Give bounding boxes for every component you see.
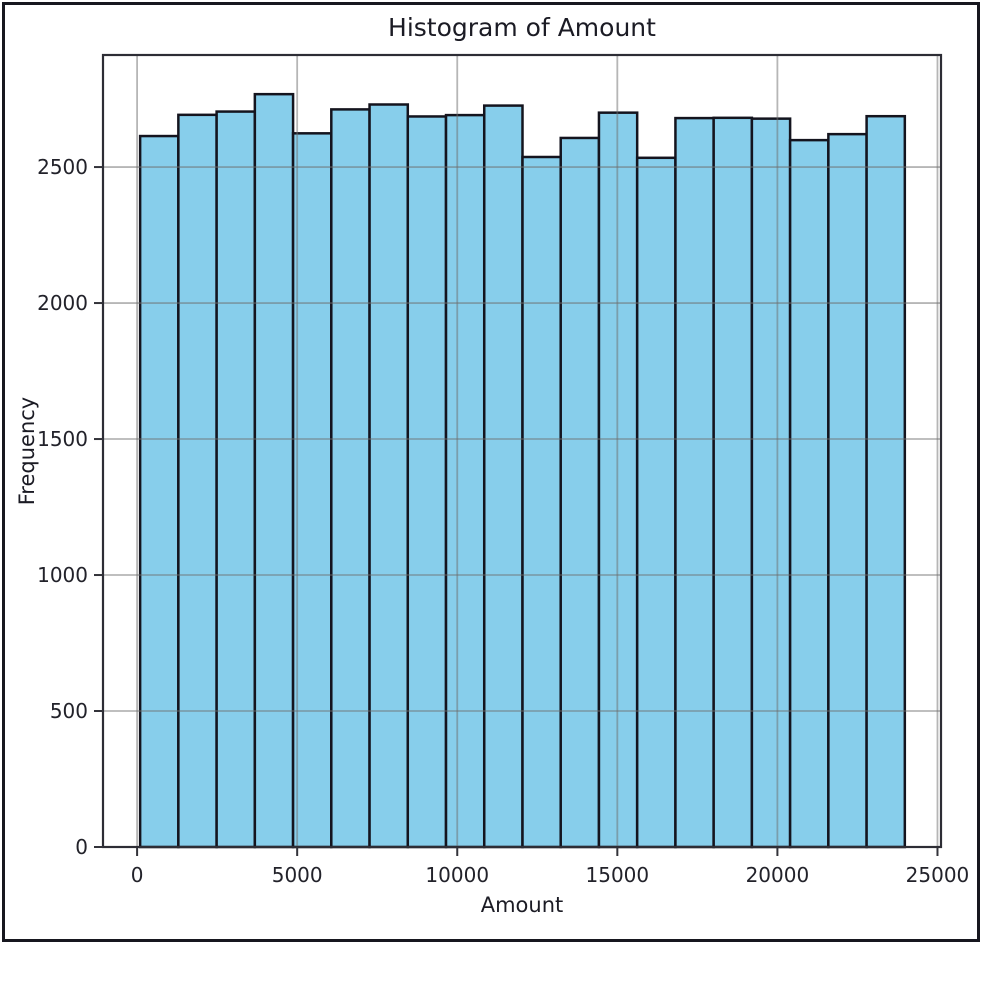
y-tick-label: 500 (50, 699, 88, 723)
y-axis-label: Frequency (15, 396, 39, 506)
y-tick-label: 1000 (37, 563, 88, 587)
histogram-bar (712, 116, 754, 849)
histogram-bar (368, 103, 410, 849)
histogram-bar (406, 115, 448, 849)
histogram-bar (865, 114, 907, 849)
histogram-bar (827, 132, 868, 849)
histogram-bar (253, 92, 295, 849)
histogram-bar (635, 156, 677, 849)
x-tick-label: 20000 (746, 863, 810, 887)
histogram-bar (444, 113, 486, 849)
histogram-bar (559, 136, 601, 849)
histogram-bar (788, 138, 830, 849)
histogram-bar (177, 113, 218, 849)
histogram-bar (291, 132, 333, 849)
x-tick-label: 15000 (586, 863, 650, 887)
x-tick-label: 25000 (906, 863, 970, 887)
x-axis-label: Amount (480, 893, 564, 917)
x-tick-label: 0 (131, 863, 144, 887)
histogram-bar (330, 108, 371, 849)
histogram-bar (215, 110, 257, 849)
page-title: Histogram of Amount (388, 13, 656, 42)
histogram-bar (674, 116, 715, 849)
histogram-bar (750, 117, 792, 849)
y-tick-label: 1500 (37, 427, 88, 451)
y-tick-label: 2000 (37, 291, 88, 315)
plot-area-border (101, 53, 943, 849)
histogram-bar (482, 104, 524, 849)
histogram-bar (521, 155, 562, 849)
y-tick-label: 2500 (37, 155, 88, 179)
histogram-bar (138, 134, 180, 849)
x-tick-label: 10000 (425, 863, 489, 887)
y-tick-label: 0 (75, 835, 88, 859)
x-tick-label: 5000 (272, 863, 323, 887)
